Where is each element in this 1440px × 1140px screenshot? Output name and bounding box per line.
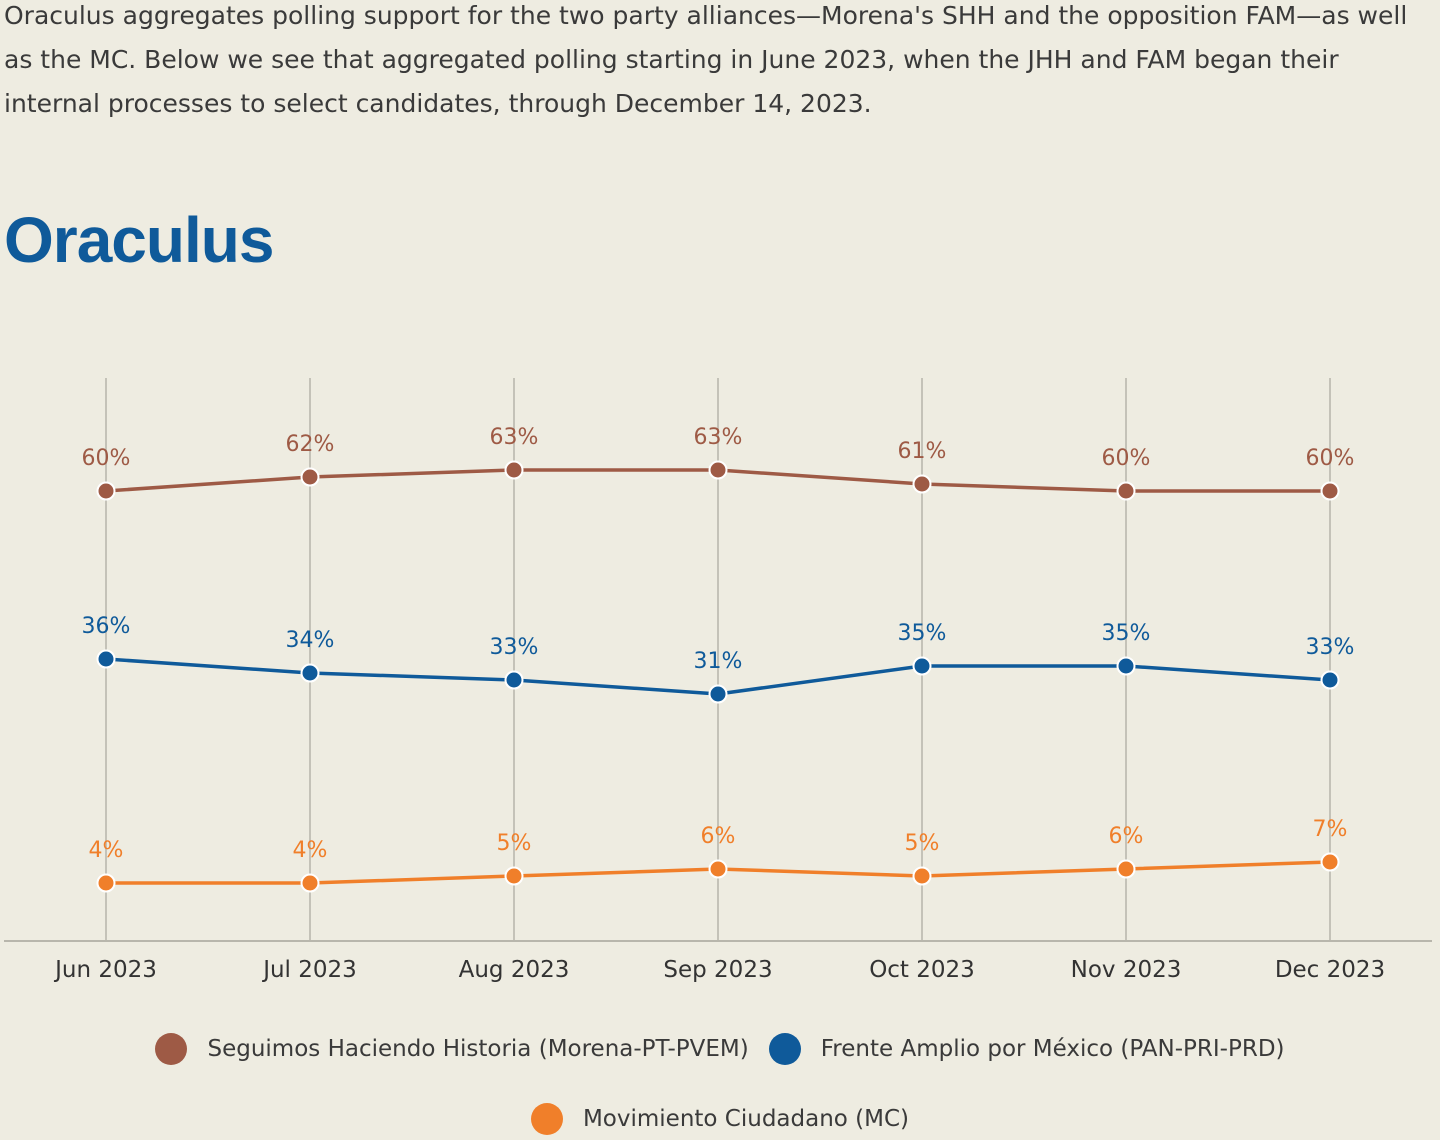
- data-label: 36%: [82, 614, 131, 639]
- data-label: 6%: [1109, 824, 1144, 849]
- legend-label-mc: Movimiento Ciudadano (MC): [582, 1106, 910, 1132]
- intro-line: as the MC. Below we see that aggregated …: [4, 45, 1339, 74]
- data-point: [300, 873, 320, 893]
- data-point: [300, 467, 320, 487]
- data-label: 5%: [497, 831, 532, 856]
- intro-paragraph: Oraculus aggregates polling support for …: [4, 0, 1440, 126]
- data-point: [1320, 670, 1340, 690]
- data-label: 4%: [89, 838, 124, 863]
- data-label: 60%: [1102, 446, 1151, 471]
- x-tick-label: Nov 2023: [1071, 957, 1182, 983]
- data-label: 60%: [1306, 446, 1355, 471]
- legend-item-fam[interactable]: Frente Amplio por México (PAN-PRI-PRD): [768, 1033, 1285, 1065]
- data-point: [912, 866, 932, 886]
- data-label: 35%: [1102, 621, 1151, 646]
- data-label: 63%: [490, 425, 539, 450]
- data-point: [504, 460, 524, 480]
- x-tick-label: Jun 2023: [53, 957, 157, 983]
- data-label: 33%: [1306, 635, 1355, 660]
- data-label: 62%: [286, 432, 335, 457]
- x-tick-label: Aug 2023: [459, 957, 570, 983]
- data-point: [912, 656, 932, 676]
- data-point: [96, 873, 116, 893]
- line-chart: Jun 2023 Jul 2023 Aug 2023 Sep 2023 Oct 2023…: [4, 378, 1432, 983]
- x-tick-label: Jul 2023: [261, 957, 357, 983]
- data-point: [1320, 852, 1340, 872]
- data-point: [96, 481, 116, 501]
- legend-item-shh[interactable]: Seguimos Haciendo Historia (Morena-PT-PV…: [155, 1033, 749, 1065]
- x-tick-label: Oct 2023: [869, 957, 975, 983]
- data-point: [504, 670, 524, 690]
- data-label: 31%: [694, 649, 743, 674]
- data-point: [96, 649, 116, 669]
- legend: Movimiento Ciudadano (MC): [0, 1103, 1440, 1135]
- data-point: [708, 859, 728, 879]
- data-label: 34%: [286, 628, 335, 653]
- legend-swatch-fam: [768, 1033, 801, 1065]
- data-point: [504, 866, 524, 886]
- intro-line: internal processes to select candidates,…: [4, 89, 872, 118]
- data-point: [1116, 859, 1136, 879]
- data-point: [1116, 481, 1136, 501]
- data-label: 5%: [905, 831, 940, 856]
- legend: Seguimos Haciendo Historia (Morena-PT-PV…: [0, 1033, 1440, 1065]
- legend-swatch-shh: [155, 1033, 188, 1065]
- data-point: [708, 460, 728, 480]
- data-label: 63%: [694, 425, 743, 450]
- x-tick-label: Dec 2023: [1275, 957, 1385, 983]
- data-label: 7%: [1313, 817, 1348, 842]
- data-point: [1116, 656, 1136, 676]
- data-point: [912, 474, 932, 494]
- data-label: 6%: [701, 824, 736, 849]
- x-tick-label: Sep 2023: [663, 957, 772, 983]
- data-label: 33%: [490, 635, 539, 660]
- legend-swatch-mc: [530, 1103, 563, 1135]
- data-label: 61%: [898, 439, 947, 464]
- legend-label-fam: Frente Amplio por México (PAN-PRI-PRD): [820, 1036, 1285, 1062]
- data-label: 60%: [82, 446, 131, 471]
- data-label: 4%: [293, 838, 328, 863]
- data-point: [1320, 481, 1340, 501]
- data-point: [708, 684, 728, 704]
- data-label: 35%: [898, 621, 947, 646]
- legend-label-shh: Seguimos Haciendo Historia (Morena-PT-PV…: [207, 1036, 749, 1062]
- intro-line: Oraculus aggregates polling support for …: [4, 1, 1408, 30]
- data-point: [300, 663, 320, 683]
- legend-item-mc[interactable]: Movimiento Ciudadano (MC): [530, 1103, 910, 1135]
- chart-title: Oraculus: [4, 204, 274, 276]
